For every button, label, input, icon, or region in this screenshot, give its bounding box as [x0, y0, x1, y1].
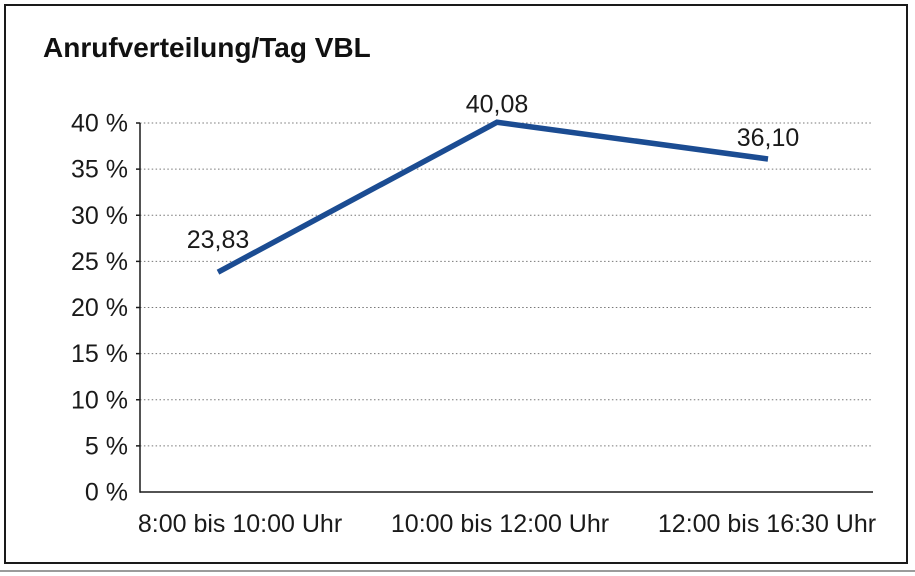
y-tick-label: 15 % — [71, 340, 128, 368]
y-tick-label: 20 % — [71, 294, 128, 322]
y-tick-label: 40 % — [71, 110, 128, 138]
data-point-label: 23,83 — [187, 226, 250, 254]
x-category-label: 8:00 bis 10:00 Uhr — [138, 510, 342, 538]
y-tick-label: 30 % — [71, 202, 128, 230]
y-tick-label: 25 % — [71, 248, 128, 276]
y-tick-label: 10 % — [71, 386, 128, 414]
y-tick-label: 35 % — [71, 156, 128, 184]
data-point-label: 40,08 — [466, 90, 529, 118]
data-series-line — [216, 119, 769, 275]
data-point-label: 36,10 — [737, 124, 800, 152]
chart-title: Anrufverteilung/Tag VBL — [43, 32, 371, 63]
y-tick-label: 5 % — [85, 432, 128, 460]
bottom-divider — [0, 570, 915, 572]
x-category-label: 10:00 bis 12:00 Uhr — [391, 510, 609, 538]
x-category-label: 12:00 bis 16:30 Uhr — [658, 510, 876, 538]
chart-frame: Anrufverteilung/Tag VBL — [4, 4, 908, 564]
y-tick-label: 0 % — [85, 479, 128, 507]
